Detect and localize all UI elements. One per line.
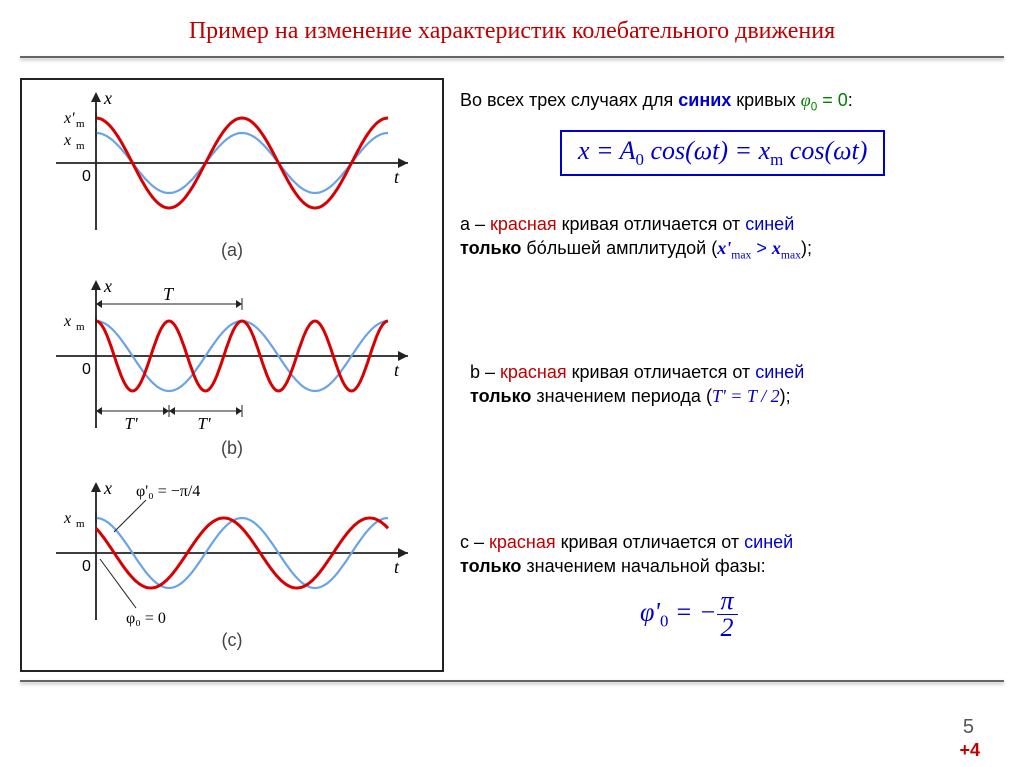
svg-text:t: t (394, 360, 400, 380)
svg-text:x: x (103, 276, 112, 296)
svg-text:m: m (76, 118, 85, 130)
panel-c: xt0xmφ'₀ = −π/4φ₀ = 0 (c) (36, 478, 428, 651)
svg-text:m: m (76, 321, 85, 333)
panel-a-label: (a) (36, 240, 428, 261)
chart-a: xt0x'mxm (36, 88, 428, 238)
svg-text:0: 0 (82, 558, 91, 575)
svg-text:T': T' (125, 414, 138, 433)
main-formula: x = A0 cos(ωt) = xm cos(ωt) (560, 130, 885, 176)
svg-text:x: x (63, 313, 71, 330)
divider-top (20, 56, 1004, 58)
chart-c: xt0xmφ'₀ = −π/4φ₀ = 0 (36, 478, 428, 628)
divider-bottom (20, 680, 1004, 682)
page-title: Пример на изменение характеристик колеба… (0, 18, 1024, 45)
chart-b: xt0xmTT'T' (36, 276, 428, 436)
panel-b-label: (b) (36, 438, 428, 459)
case-c-text: c – красная кривая отличается от синей т… (460, 530, 1000, 579)
svg-text:x: x (63, 132, 71, 149)
svg-text:t: t (394, 167, 400, 187)
svg-text:x: x (63, 510, 71, 527)
panel-a: xt0x'mxm (a) (36, 88, 428, 261)
svg-text:m: m (76, 518, 85, 530)
svg-text:m: m (76, 140, 85, 152)
svg-text:t: t (394, 557, 400, 577)
svg-text:φ'₀ = −π/4: φ'₀ = −π/4 (136, 483, 200, 500)
plus-four: +4 (959, 740, 980, 761)
panel-b: xt0xmTT'T' (b) (36, 276, 428, 459)
svg-text:x': x' (63, 110, 75, 127)
svg-text:x: x (103, 478, 112, 498)
intro-text: Во всех трех случаях для синих кривых φ0… (460, 88, 1020, 115)
page-number: 5 (963, 716, 974, 739)
svg-text:0: 0 (82, 168, 91, 185)
case-b-text: b – красная кривая отличается от синей т… (470, 360, 1010, 409)
svg-text:T: T (163, 284, 175, 304)
panel-c-label: (c) (36, 630, 428, 651)
case-a-text: a – красная кривая отличается от синей т… (460, 212, 1000, 264)
svg-text:0: 0 (82, 361, 91, 378)
svg-text:x: x (103, 88, 112, 108)
figure-frame: xt0x'mxm (a) xt0xmTT'T' (b) xt0xmφ'₀ = −… (20, 78, 444, 672)
svg-text:φ₀ = 0: φ₀ = 0 (126, 610, 166, 627)
phase-equation: φ'0 = −π2 (640, 588, 738, 641)
svg-text:T': T' (198, 414, 211, 433)
